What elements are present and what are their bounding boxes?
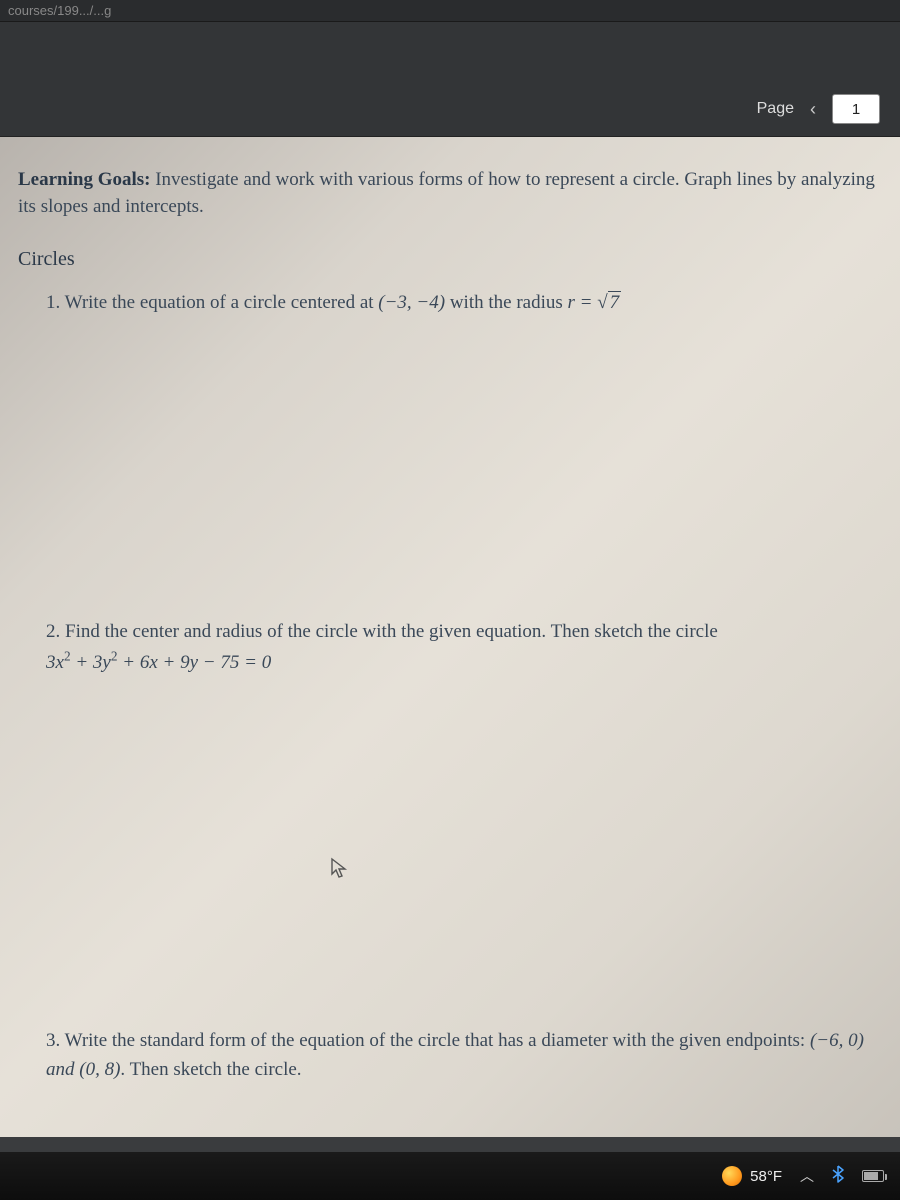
bluetooth-icon[interactable] xyxy=(832,1165,844,1188)
cursor-icon xyxy=(330,857,348,885)
windows-taskbar: 58°F ︿ xyxy=(0,1152,900,1200)
page-number-input[interactable] xyxy=(832,94,880,124)
url-text: courses/199.../...g xyxy=(8,3,111,18)
weather-widget[interactable]: 58°F xyxy=(722,1166,782,1186)
problem-text: Write the equation of a circle centered … xyxy=(60,292,378,313)
sun-icon xyxy=(722,1166,742,1186)
browser-url-bar: courses/199.../...g xyxy=(0,0,900,22)
pdf-viewer-toolbar: Page ‹ xyxy=(0,22,900,137)
problem-number: 3. xyxy=(46,1030,60,1051)
problem-1: 1. Write the equation of a circle center… xyxy=(46,289,882,318)
problem-text-b: with the radius xyxy=(445,292,567,313)
page-navigation: Page ‹ xyxy=(757,94,880,124)
learning-goals-label: Learning Goals: xyxy=(18,169,150,190)
temperature: 58°F xyxy=(750,1168,782,1185)
center-point: (−3, −4) xyxy=(378,292,445,313)
problem-text-a: Write the standard form of the equation … xyxy=(60,1030,810,1051)
battery-fill xyxy=(864,1172,878,1180)
problem-text: Find the center and radius of the circle… xyxy=(60,621,718,642)
battery-icon[interactable] xyxy=(862,1170,884,1182)
prev-page-button[interactable]: ‹ xyxy=(804,95,822,124)
page-label: Page xyxy=(757,100,794,118)
problem-number: 2. xyxy=(46,621,60,642)
learning-goals: Learning Goals: Investigate and work wit… xyxy=(18,167,882,220)
equation: 3x2 + 3y2 + 6x + 9y − 75 = 0 xyxy=(46,652,271,673)
tray-expand-icon[interactable]: ︿ xyxy=(800,1166,814,1186)
problem-text-b: . Then sketch the circle. xyxy=(120,1059,301,1080)
problem-2: 2. Find the center and radius of the cir… xyxy=(46,618,882,677)
problem-number: 1. xyxy=(46,292,60,313)
document-page: Learning Goals: Investigate and work wit… xyxy=(0,137,900,1137)
section-title: Circles xyxy=(18,248,882,271)
problem-3: 3. Write the standard form of the equati… xyxy=(46,1027,882,1084)
radius-expr: r = 7 xyxy=(568,292,622,313)
